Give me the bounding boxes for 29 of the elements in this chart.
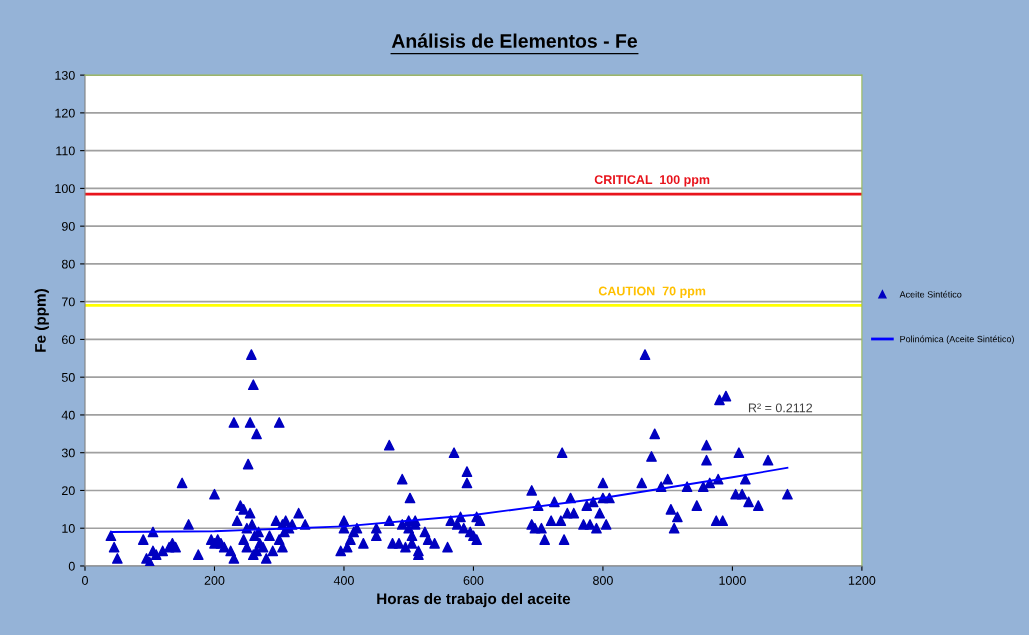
x-tick-label: 400 [333,576,354,585]
x-tick-label: 1200 [848,576,876,585]
legend-label: Aceite Sintético [899,290,962,298]
y-tick-label: 120 [55,108,75,118]
ref-line-label: CAUTION 70 ppm [598,286,706,298]
x-axis-title: Horas de trabajo del aceite [377,592,571,608]
x-tick-label: 600 [463,576,484,585]
x-tick-label: 800 [593,576,613,585]
y-tick-label: 0 [68,561,75,571]
y-tick-label: 130 [55,70,75,80]
ref-line-label: CRITICAL 100 ppm [594,175,710,187]
legend-label: Polinómica (Aceite Sintético) [900,335,1014,345]
y-axis-title: Fe (ppm) [34,289,49,352]
y-tick-label: 20 [62,486,75,496]
y-tick-label: 100 [55,184,75,194]
x-tick-label: 0 [82,576,88,585]
y-tick-label: 50 [61,372,75,382]
chart-title: Análisis de Elementos - Fe [391,33,638,48]
y-tick-label: 110 [56,146,75,156]
y-tick-label: 80 [61,259,75,269]
x-tick-label: 200 [204,576,225,585]
y-tick-label: 90 [61,221,75,231]
y-tick-label: 30 [61,448,75,458]
y-tick-label: 40 [61,410,75,420]
y-tick-label: 10 [62,524,75,533]
y-tick-label: 60 [62,335,75,345]
x-tick-label: 1000 [719,576,746,585]
y-tick-label: 70 [62,297,75,307]
annotation: R² = 0.2112 [748,403,813,413]
